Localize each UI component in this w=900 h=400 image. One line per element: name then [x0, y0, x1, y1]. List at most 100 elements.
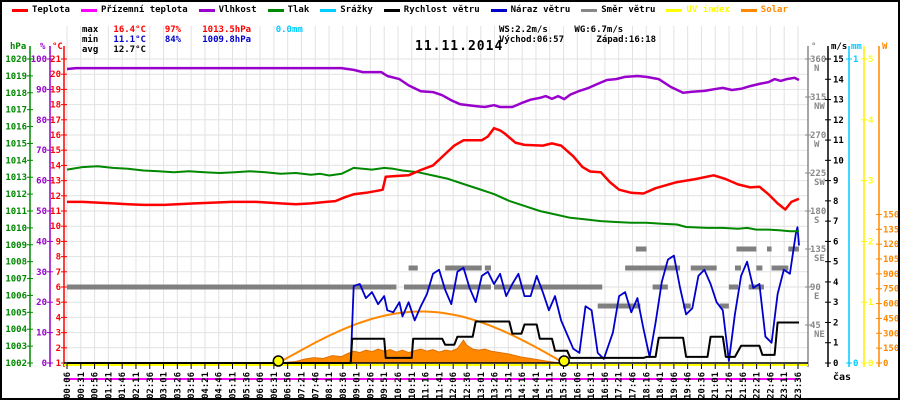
direction-axis-label: 135: [810, 245, 826, 255]
avg-label: avg: [82, 45, 99, 55]
temperature-axis-label: 20: [50, 70, 61, 80]
max-humidity: 97%: [164, 25, 182, 35]
x-axis-tick-label: 16:56: [601, 372, 611, 398]
sun-stats-row: Východ:06:57 Západ:16:18: [499, 35, 656, 45]
x-axis-tick-label: 09:51: [380, 372, 390, 398]
x-axis-tick-label: 02:36: [146, 372, 156, 398]
pressure-axis-label: 1016: [5, 123, 27, 133]
pressure-axis-label: 1007: [5, 275, 27, 285]
temperature-axis-label: 2: [56, 344, 61, 354]
pressure-axis-label: 1018: [5, 89, 27, 99]
x-axis-tick-label: 23:36: [794, 372, 804, 398]
wind-axis-label: 10: [833, 156, 844, 166]
stats-min-row: min 11.1°C 84% 1009.8hPa: [82, 35, 303, 45]
temperature-axis-label: 21: [50, 55, 61, 65]
temperature-line: [67, 126, 800, 211]
legend-item: UV index: [666, 5, 730, 15]
temperature-axis-label: 18: [50, 101, 61, 111]
legend-item: Přízemní teplota: [80, 5, 188, 15]
pressure-axis-label: 1008: [5, 258, 27, 268]
x-axis-tick-label: 08:36: [339, 372, 349, 398]
x-axis-tick-label: 23:11: [780, 372, 790, 398]
legend-label: Náraz větru: [510, 5, 571, 15]
wind-axis-label: 15: [833, 55, 844, 65]
pressure-axis-label: 1002: [5, 359, 27, 369]
x-axis-tick-label: 00:06: [63, 372, 73, 398]
min-label: min: [82, 35, 99, 45]
solar-axis-label: 450: [883, 314, 898, 324]
wind-axis-label: 6: [833, 237, 838, 247]
max-precip: 0.0mm: [275, 25, 303, 35]
x-axis-tick-label: 14:41: [532, 372, 542, 398]
axis-unit-label: °: [811, 42, 816, 52]
legend-item: Teplota: [12, 5, 70, 15]
x-axis-tick-label: 16:06: [573, 372, 583, 398]
x-axis-tick-label: 15:36: [560, 372, 570, 398]
uv-axis-label: 3: [868, 177, 873, 187]
temperature-axis-label: 10: [50, 222, 61, 232]
x-axis-tick-label: 20:36: [697, 372, 707, 398]
legend-swatch: [267, 8, 284, 12]
legend-label: Teplota: [32, 5, 70, 15]
legend-label: Tlak: [287, 5, 310, 15]
temperature-axis-label: 1: [56, 359, 61, 369]
x-axis-tick-label: 21:56: [739, 372, 749, 398]
direction-axis-label: 45: [810, 321, 821, 331]
legend-swatch: [320, 8, 337, 12]
legend-item: Vlhkost: [198, 5, 257, 15]
pressure-axis-label: 1004: [5, 325, 27, 335]
wind-sun-stats: WS:2.2m/s WG:6.7m/s Východ:06:57 Západ:1…: [499, 25, 656, 45]
solar-axis-label: 0: [883, 359, 888, 369]
x-axis-tick-label: 07:46: [311, 372, 321, 398]
x-axis-tick-label: 15:11: [546, 372, 556, 398]
x-axis-tick-label: 18:16: [642, 372, 652, 398]
humidity-axis-label: 100: [31, 55, 47, 65]
legend-label: UV index: [686, 5, 730, 15]
temperature-axis-label: 12: [50, 192, 61, 202]
x-axis-tick-label: 09:26: [366, 372, 376, 398]
axis-unit-label: °C: [52, 42, 63, 52]
x-axis-tick-label: 00:31: [77, 372, 87, 398]
compass-label: NE: [814, 330, 825, 340]
humidity-axis-label: 40: [36, 237, 47, 247]
solar-axis-label: 600: [883, 300, 898, 310]
wind-stats-row: WS:2.2m/s WG:6.7m/s: [499, 25, 656, 35]
sunrise-time: Východ:06:57: [499, 35, 565, 45]
stats-max-row: max 16.4°C 97% 1013.5hPa 0.0mm: [82, 25, 303, 35]
stats-block: max 16.4°C 97% 1013.5hPa 0.0mm min 11.1°…: [82, 25, 303, 55]
temperature-axis-label: 13: [50, 177, 61, 187]
compass-label: NW: [814, 102, 825, 112]
humidity-axis-label: 0: [42, 359, 47, 369]
legend-swatch: [80, 8, 97, 12]
axis-unit-label: m/s: [831, 42, 847, 52]
x-axis-tick-label: 13:51: [504, 372, 514, 398]
min-humidity: 84%: [164, 35, 182, 45]
legend-swatch: [198, 8, 215, 12]
wind-speed-line: [67, 320, 799, 364]
pressure-axis-label: 1020: [5, 55, 27, 65]
min-pressure: 1009.8hPa: [202, 35, 252, 45]
solar-axis-label: 900: [883, 270, 898, 280]
pressure-axis-label: 1013: [5, 173, 27, 183]
wind-gust-line: [67, 226, 800, 364]
humidity-axis-label: 20: [36, 298, 47, 308]
x-axis-tick-label: 12:36: [463, 372, 473, 398]
humidity-axis-label: 10: [36, 329, 47, 339]
wind-axis-label: 12: [833, 116, 844, 126]
x-axis-tick-label: 01:46: [118, 372, 128, 398]
legend-swatch: [740, 8, 757, 12]
direction-axis-label: 360: [810, 55, 826, 65]
legend-swatch: [383, 8, 400, 12]
uv-axis-label: 4: [868, 116, 874, 126]
compass-label: S: [814, 216, 819, 226]
temperature-axis-label: 8: [56, 253, 61, 263]
solar-axis-label: 300: [883, 329, 898, 339]
direction-axis-label: 180: [810, 207, 826, 217]
x-axis-tick-label: 00:56: [91, 372, 101, 398]
temperature-axis-label: 11: [50, 207, 61, 217]
solar-actual-area: [278, 339, 565, 364]
temperature-axis-label: 14: [50, 161, 61, 171]
axis-unit-label: %: [40, 42, 46, 52]
wind-axis-label: 0: [833, 359, 838, 369]
